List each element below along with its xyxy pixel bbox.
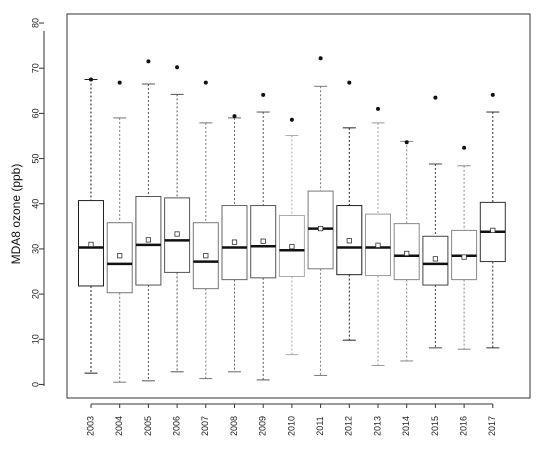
outlier-point bbox=[289, 117, 294, 122]
mean-marker bbox=[260, 238, 266, 244]
x-tick-label: 2012 bbox=[344, 416, 354, 436]
outlier-point bbox=[404, 140, 409, 145]
x-tick-label: 2014 bbox=[401, 416, 411, 436]
box-2012 bbox=[336, 80, 363, 341]
x-tick-label: 2007 bbox=[200, 416, 210, 436]
x-tick-label: 2004 bbox=[114, 416, 124, 436]
outlier-point bbox=[318, 56, 323, 61]
box-2004 bbox=[106, 80, 133, 383]
mean-marker bbox=[490, 227, 496, 233]
mean-marker bbox=[145, 237, 151, 243]
outlier-point bbox=[89, 77, 93, 82]
x-tick-label: 2008 bbox=[229, 416, 239, 436]
x-tick-label: 2015 bbox=[430, 416, 440, 436]
box-2009 bbox=[250, 92, 277, 381]
outlier-point bbox=[433, 95, 438, 100]
mean-marker bbox=[203, 253, 209, 259]
y-tick-label: 50 bbox=[30, 154, 40, 164]
box-2003 bbox=[78, 77, 104, 374]
y-tick-label: 70 bbox=[30, 63, 40, 73]
outlier-point bbox=[203, 80, 208, 85]
box-2013 bbox=[365, 106, 391, 366]
box-2017 bbox=[479, 92, 506, 349]
outlier-point bbox=[117, 80, 122, 85]
mean-marker bbox=[231, 239, 238, 245]
box-2008 bbox=[221, 114, 248, 373]
box-2016 bbox=[451, 145, 478, 350]
x-tick-label: 2003 bbox=[85, 416, 95, 436]
x-tick-label: 2017 bbox=[487, 416, 497, 436]
mean-marker bbox=[317, 225, 324, 232]
x-tick-label: 2005 bbox=[143, 416, 153, 436]
x-tick-label: 2009 bbox=[258, 416, 268, 436]
mean-marker bbox=[174, 231, 180, 237]
y-axis-ticks: 0 10 20 30 40 50 60 70 80 bbox=[30, 18, 44, 387]
box-2005 bbox=[135, 59, 162, 382]
y-tick-label: 80 bbox=[30, 18, 40, 28]
box-2006 bbox=[164, 65, 191, 373]
box-2011 bbox=[307, 56, 334, 376]
outlier-point bbox=[232, 114, 237, 119]
box-2014 bbox=[393, 140, 420, 362]
mean-marker bbox=[432, 256, 439, 262]
outlier-point bbox=[261, 92, 266, 97]
mean-marker bbox=[346, 238, 352, 244]
box-series bbox=[78, 56, 506, 383]
outlier-point bbox=[376, 106, 380, 111]
y-tick-label: 10 bbox=[30, 334, 40, 344]
y-tick-label: 40 bbox=[30, 199, 40, 209]
box-2007 bbox=[192, 80, 219, 380]
x-tick-label: 2006 bbox=[171, 416, 181, 436]
outlier-point bbox=[175, 65, 180, 70]
mean-marker bbox=[88, 241, 94, 247]
mean-marker bbox=[117, 253, 123, 259]
x-tick-label: 2011 bbox=[315, 416, 325, 435]
y-tick-label: 20 bbox=[30, 289, 40, 299]
mean-marker bbox=[461, 254, 467, 260]
x-tick-label: 2013 bbox=[372, 416, 382, 436]
outlier-point bbox=[146, 59, 151, 64]
outlier-point bbox=[347, 80, 352, 85]
box-2015 bbox=[422, 95, 449, 349]
plot-frame bbox=[66, 13, 531, 399]
y-tick-label: 0 bbox=[30, 382, 40, 387]
y-tick-label: 30 bbox=[30, 244, 40, 254]
x-tick-label: 2010 bbox=[286, 416, 296, 436]
mean-marker bbox=[404, 250, 410, 257]
x-tick-label: 2016 bbox=[458, 416, 468, 436]
outlier-point bbox=[490, 92, 495, 97]
box-2010 bbox=[278, 117, 305, 356]
x-axis-ticks: 2003 2004 2005 2006 2007 2008 2009 2010 2011 2012… bbox=[85, 403, 497, 436]
outlier-point bbox=[462, 145, 467, 150]
mean-marker bbox=[289, 244, 295, 250]
mean-marker bbox=[375, 242, 381, 248]
y-axis-title: MDA8 ozone (ppb) bbox=[9, 164, 23, 265]
y-tick-label: 60 bbox=[30, 108, 40, 118]
